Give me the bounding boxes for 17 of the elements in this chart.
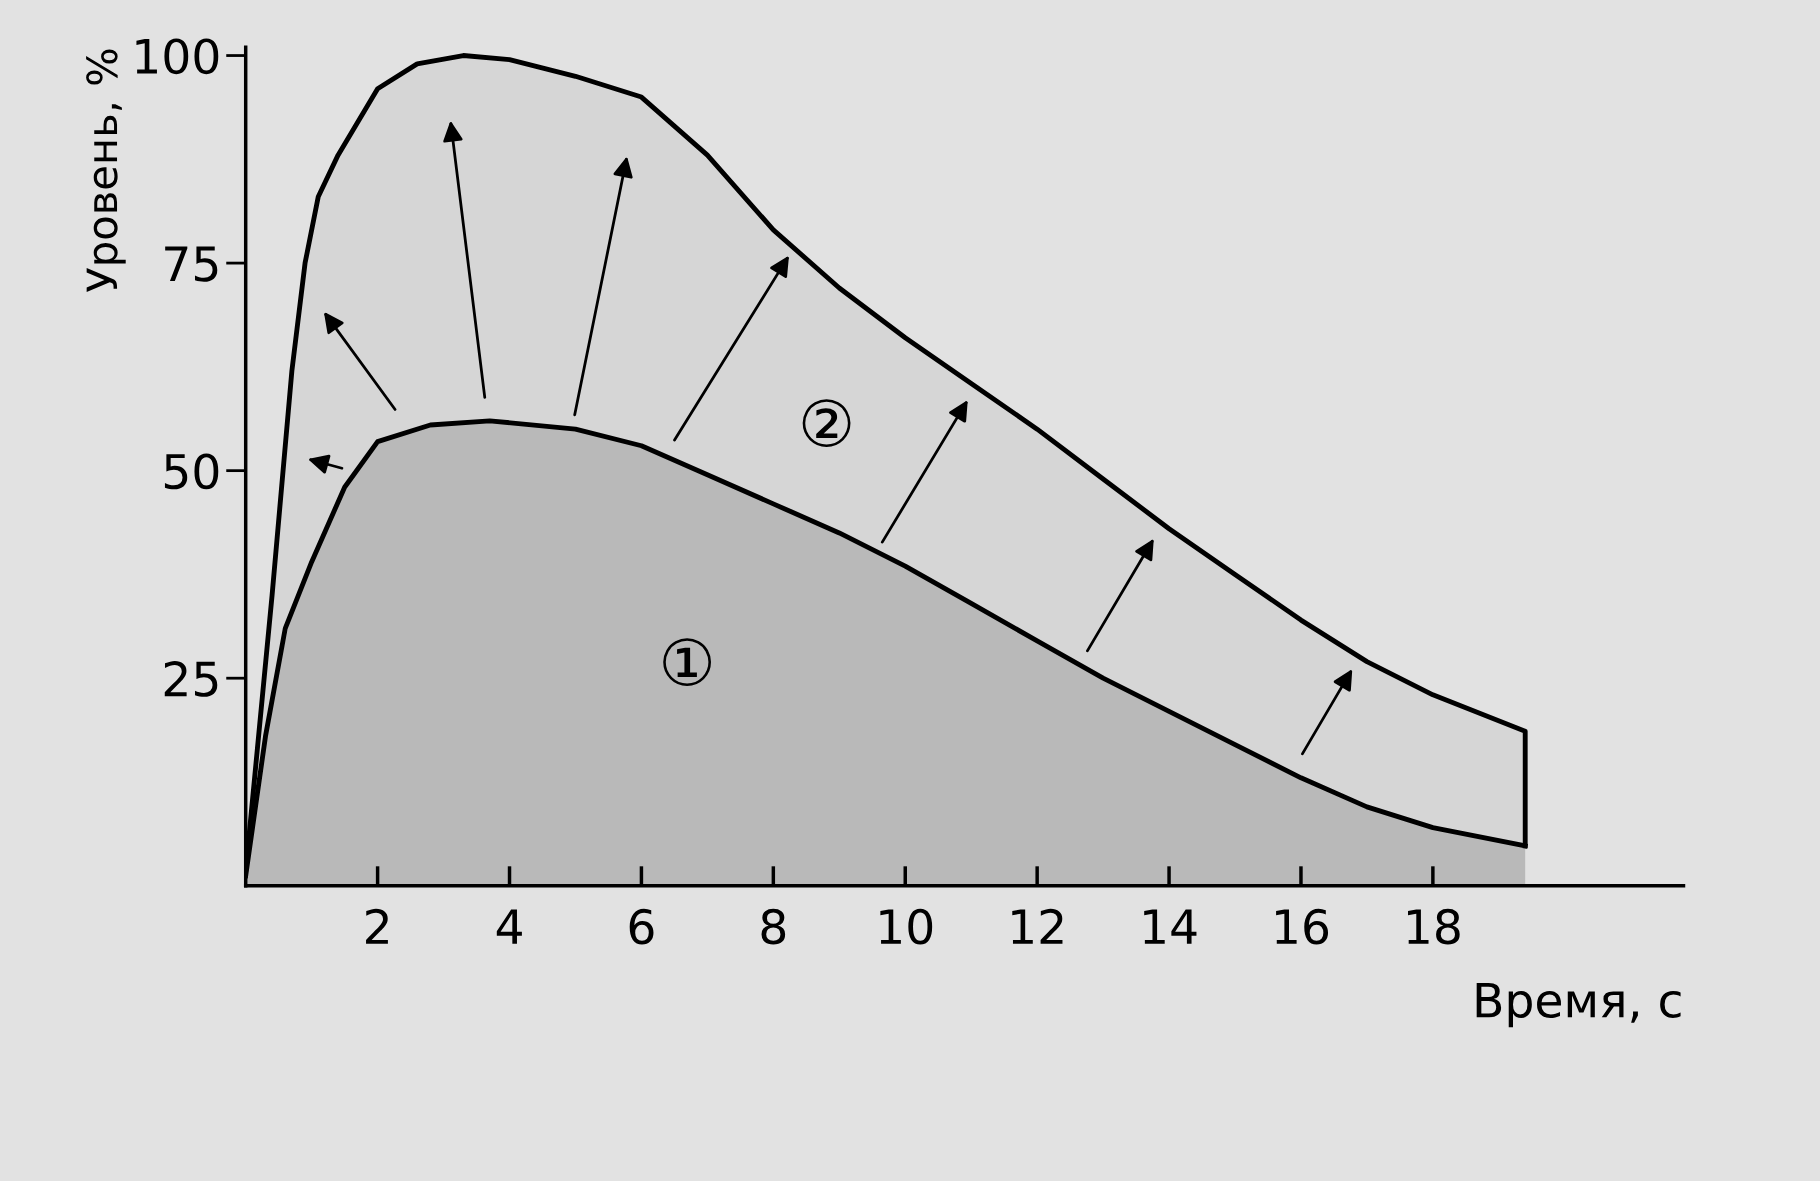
x-tick-label: 6: [629, 908, 654, 945]
x-tick-label: 2: [366, 908, 388, 944]
annotation: ①: [663, 638, 711, 686]
y-tick-label: 50: [164, 453, 219, 490]
y-tick-label: 25: [164, 661, 218, 697]
x-tick-label: 16: [1276, 908, 1329, 945]
y-tick-label: 75: [165, 246, 218, 282]
x-axis-title: Время, с: [1476, 982, 1681, 1028]
x-tick-label: 8: [761, 908, 786, 945]
y-tick-label: 100: [136, 38, 219, 75]
x-tick-label: 18: [1408, 908, 1460, 945]
x-tick-label: 12: [1012, 908, 1063, 944]
y-axis-title: Уровень, %: [86, 49, 126, 292]
x-tick-label: 10: [880, 908, 933, 945]
x-tick-label: 4: [496, 909, 522, 944]
annotation: ②: [802, 399, 851, 448]
x-tick-label: 14: [1144, 909, 1197, 944]
